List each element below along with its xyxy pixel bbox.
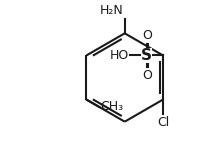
Text: CH₃: CH₃ — [101, 100, 124, 113]
Text: O: O — [143, 29, 152, 42]
Text: S: S — [141, 48, 152, 63]
Text: O: O — [143, 69, 152, 82]
Text: Cl: Cl — [158, 116, 170, 128]
Text: H₂N: H₂N — [100, 4, 124, 17]
Text: HO: HO — [109, 49, 128, 62]
